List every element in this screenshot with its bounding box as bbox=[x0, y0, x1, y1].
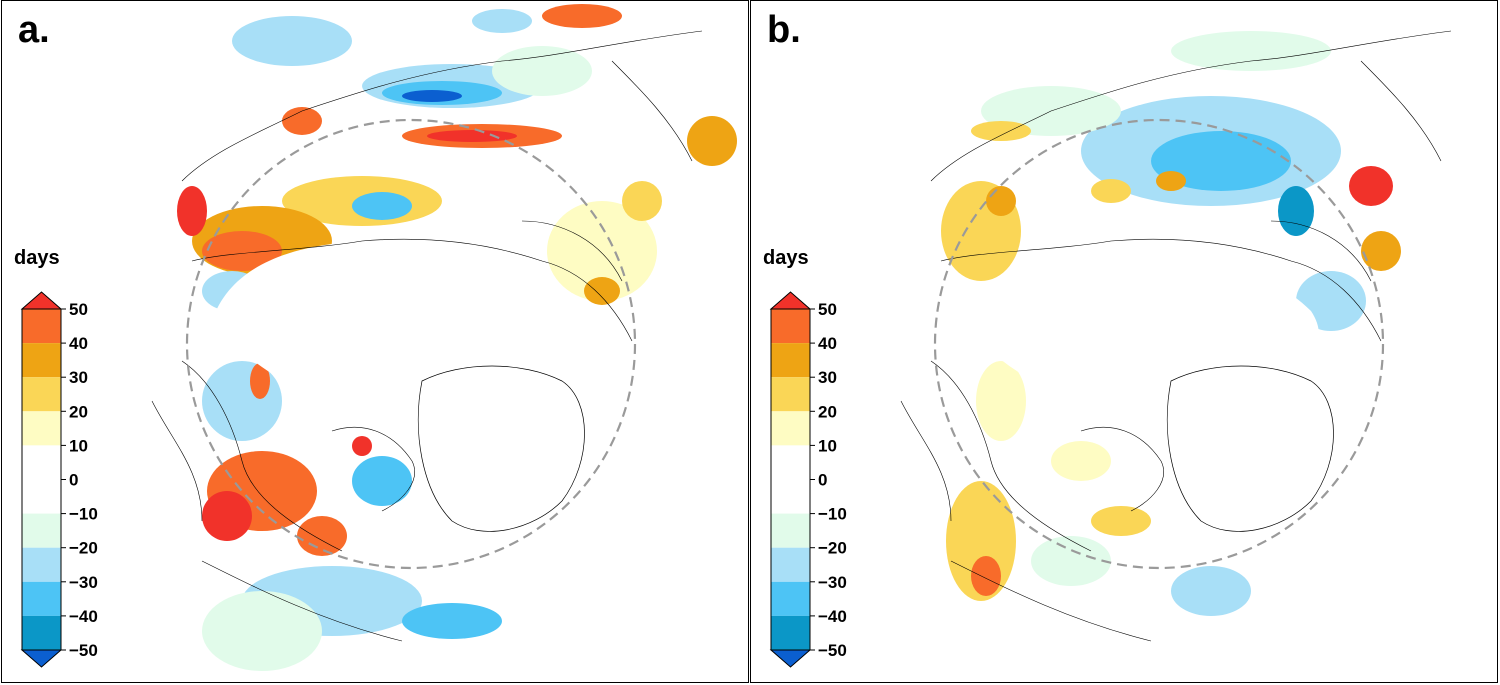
anomaly-patch bbox=[352, 436, 372, 456]
colorbar-over-extension bbox=[20, 291, 63, 310]
anomaly-patch bbox=[1151, 131, 1291, 191]
anomaly-patch bbox=[202, 491, 252, 541]
colorbar-tick-label: −10 bbox=[69, 505, 98, 524]
anomaly-patch bbox=[232, 16, 352, 66]
colorbar-segment bbox=[22, 513, 61, 548]
anomaly-patch bbox=[427, 130, 517, 142]
anomaly-patch bbox=[584, 277, 620, 305]
colorbar-tick-label: 50 bbox=[69, 300, 88, 319]
anomaly-field bbox=[941, 31, 1401, 616]
colorbar-over-extension bbox=[769, 291, 812, 310]
anomaly-patch bbox=[976, 361, 1026, 441]
anomaly-patch bbox=[402, 603, 502, 639]
panel-label: a. bbox=[18, 9, 50, 51]
colorbar-tick-label: 30 bbox=[818, 368, 837, 387]
anomaly-patch bbox=[202, 361, 282, 441]
anomaly-patch bbox=[1156, 171, 1186, 191]
colorbar-tick-label: 10 bbox=[818, 436, 837, 455]
colorbar-segment bbox=[771, 547, 810, 582]
colorbar-tick-label: 40 bbox=[818, 334, 837, 353]
colorbar-segment bbox=[771, 309, 810, 344]
anomaly-patch bbox=[1349, 166, 1393, 206]
colorbar-tick-label: 20 bbox=[69, 402, 88, 421]
anomaly-patch bbox=[1171, 566, 1251, 616]
anomaly-field bbox=[177, 4, 737, 671]
anomaly-patch bbox=[492, 46, 592, 96]
colorbar-tick-label: 20 bbox=[818, 402, 837, 421]
colorbar-segment bbox=[771, 411, 810, 446]
colorbar-tick-label: 10 bbox=[69, 436, 88, 455]
anomaly-patch bbox=[1171, 31, 1331, 71]
colorbar-tick-label: −30 bbox=[818, 573, 847, 592]
arctic-region bbox=[961, 251, 1319, 403]
colorbar-title: days bbox=[14, 247, 60, 269]
colorbar-tick-label: −50 bbox=[69, 641, 98, 660]
colorbar-segment bbox=[771, 377, 810, 412]
colorbar-under-extension bbox=[769, 649, 812, 668]
colorbar-segment bbox=[771, 581, 810, 616]
colorbar-tick-label: 40 bbox=[69, 334, 88, 353]
anomaly-patch bbox=[177, 186, 207, 236]
anomaly-patch bbox=[687, 116, 737, 166]
colorbar-tick-label: −40 bbox=[818, 607, 847, 626]
colorbar-segment bbox=[22, 445, 61, 514]
colorbar: 50 40 30 20 10 0 −10 −20 −30 −40 −50 bbox=[769, 291, 847, 668]
map-panel-a: a. days 50 40 30 20 10 0 −10 −20 −30 −40 −50 bbox=[1, 0, 749, 683]
map-a-canvas bbox=[151, 4, 737, 671]
colorbar-segment bbox=[22, 411, 61, 446]
anomaly-patch bbox=[352, 192, 412, 220]
colorbar-segment bbox=[22, 309, 61, 344]
anomaly-patch bbox=[622, 181, 662, 221]
anomaly-patch bbox=[986, 186, 1016, 216]
colorbar-tick-label: 0 bbox=[69, 471, 78, 490]
colorbar-under-extension bbox=[20, 649, 63, 668]
map-panel-b: b. days 50 40 30 20 10 0 −10 −20 −30 −40 −50 bbox=[750, 0, 1498, 683]
colorbar-tick-label: −20 bbox=[818, 539, 847, 558]
colorbar-tick-label: 0 bbox=[818, 471, 827, 490]
anomaly-patch bbox=[1361, 231, 1401, 271]
anomaly-patch bbox=[202, 591, 322, 671]
anomaly-patch bbox=[547, 201, 657, 301]
anomaly-patch bbox=[1091, 179, 1131, 203]
colorbar-segment bbox=[22, 377, 61, 412]
anomaly-patch bbox=[971, 121, 1031, 141]
arctic-region bbox=[212, 241, 570, 403]
colorbar-segment bbox=[22, 615, 61, 650]
colorbar-title: days bbox=[763, 247, 809, 269]
anomaly-patch bbox=[1091, 506, 1151, 536]
colorbar-tick-label: 50 bbox=[818, 300, 837, 319]
anomaly-patch bbox=[402, 90, 462, 102]
panel-label: b. bbox=[767, 9, 801, 51]
anomaly-patch bbox=[250, 363, 270, 399]
anomaly-patch bbox=[282, 107, 322, 135]
anomaly-patch bbox=[202, 231, 282, 271]
colorbar-tick-label: −10 bbox=[818, 505, 847, 524]
anomaly-patch bbox=[352, 456, 412, 506]
anomaly-patch bbox=[1278, 186, 1314, 236]
anomaly-patch bbox=[971, 556, 1001, 596]
greenland-outline bbox=[1166, 365, 1334, 532]
colorbar: 50 40 30 20 10 0 −10 −20 −30 −40 −50 bbox=[20, 291, 98, 668]
colorbar-segment bbox=[22, 581, 61, 616]
reference-latitude-circle bbox=[933, 118, 1385, 570]
colorbar-segment bbox=[771, 615, 810, 650]
anomaly-patch bbox=[1051, 441, 1111, 481]
colorbar-tick-label: 30 bbox=[69, 368, 88, 387]
anomaly-patch bbox=[542, 4, 622, 28]
colorbar-segment bbox=[771, 513, 810, 548]
anomaly-patch bbox=[472, 9, 532, 33]
anomaly-patch bbox=[1031, 536, 1111, 586]
colorbar-segment bbox=[771, 343, 810, 378]
anomaly-patch bbox=[297, 516, 347, 556]
colorbar-segment bbox=[22, 343, 61, 378]
colorbar-tick-label: −30 bbox=[69, 573, 98, 592]
colorbar-tick-label: −20 bbox=[69, 539, 98, 558]
colorbar-tick-label: −40 bbox=[69, 607, 98, 626]
greenland-outline bbox=[417, 365, 585, 532]
reference-latitude-circle bbox=[185, 118, 637, 570]
colorbar-tick-label: −50 bbox=[818, 641, 847, 660]
colorbar-segment bbox=[22, 547, 61, 582]
map-b-canvas bbox=[900, 30, 1452, 642]
colorbar-segment bbox=[771, 445, 810, 514]
